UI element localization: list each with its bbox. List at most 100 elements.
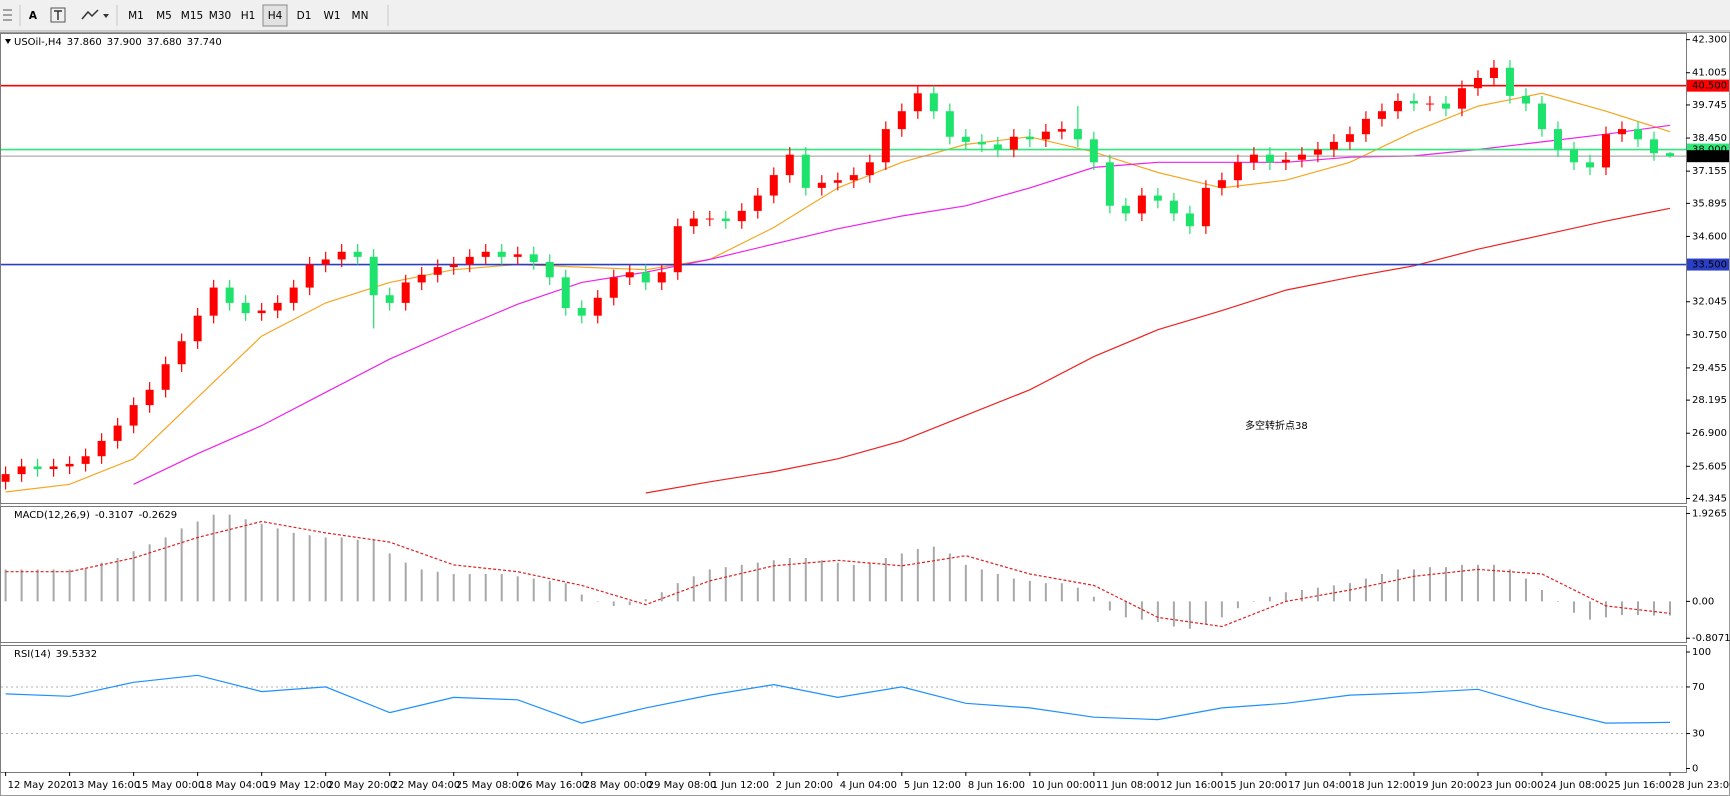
candle-body: [321, 259, 330, 265]
y-tick-label: 28.195: [1692, 395, 1727, 406]
shapes-tool-icon[interactable]: [81, 9, 109, 20]
candle-body: [49, 466, 58, 470]
y-tick-label: 34.600: [1692, 231, 1727, 242]
timeframe-button[interactable]: W1: [323, 10, 340, 22]
candle-body: [609, 277, 618, 298]
candle-body: [289, 287, 298, 303]
timeframe-button[interactable]: D1: [297, 10, 312, 22]
panel-frame: [0, 33, 1687, 504]
candle-body: [705, 218, 714, 220]
macd-bar: [756, 562, 759, 602]
candle-body: [961, 136, 970, 142]
candle-body: [945, 111, 954, 137]
toolbar: A M1 M5 M15 M30 H1 H4 D1 W1 MN: [0, 0, 1730, 32]
macd-bar: [1652, 601, 1655, 616]
macd-bar: [1636, 601, 1639, 616]
candle-body: [801, 154, 810, 188]
candle-body: [1553, 129, 1562, 150]
macd-bar: [1332, 585, 1335, 602]
macd-bar: [1236, 601, 1239, 609]
candle-body: [1, 474, 10, 482]
candle-body: [881, 129, 890, 163]
candle-body: [241, 302, 250, 314]
candle-body: [625, 272, 634, 278]
timeframe-button[interactable]: H1: [241, 10, 256, 22]
candle-body: [1329, 141, 1338, 150]
candle-body: [225, 287, 234, 303]
macd-bar: [1524, 578, 1527, 602]
macd-bar: [68, 569, 71, 602]
candle-body: [737, 210, 746, 222]
candle-body: [1057, 129, 1066, 132]
timeframe-button[interactable]: H4: [268, 10, 283, 22]
candle-body: [385, 295, 394, 303]
price-level-label: 40.500: [1692, 81, 1727, 92]
macd-bar: [596, 601, 599, 602]
candle-body: [433, 267, 442, 275]
candle-body: [865, 162, 874, 176]
indicator-header: MACD(12,26,9) -0.3107 -0.2629: [14, 510, 177, 521]
y-tick-label: 30.750: [1692, 330, 1727, 341]
timeframe-button[interactable]: M1: [128, 10, 144, 22]
y-tick-label: 70: [1692, 682, 1705, 693]
macd-bar: [948, 553, 951, 602]
y-tick-label: 24.345: [1692, 494, 1727, 505]
menu-icon[interactable]: [3, 9, 12, 21]
timeframe-button[interactable]: M30: [209, 10, 231, 22]
macd-bar: [1060, 583, 1063, 602]
candle-body: [721, 218, 730, 222]
x-tick-label: 19 May 12:00: [264, 780, 333, 791]
font-tool[interactable]: A: [29, 10, 38, 22]
macd-bar: [1572, 601, 1575, 613]
macd-bar: [244, 519, 247, 602]
macd-bar: [1508, 569, 1511, 602]
macd-bar: [148, 544, 151, 602]
macd-bar: [884, 558, 887, 602]
candle-body: [1633, 129, 1642, 140]
indicator-value: -0.2629: [139, 510, 178, 521]
candle-body: [17, 466, 26, 475]
x-tick-label: 19 Jun 20:00: [1416, 780, 1480, 791]
macd-bar: [1428, 567, 1431, 602]
candle-body: [1233, 162, 1242, 181]
macd-bar: [1108, 601, 1111, 611]
candle-body: [481, 251, 490, 257]
macd-bar: [916, 548, 919, 602]
macd-bar: [1076, 587, 1079, 602]
price-level-label: 33.500: [1692, 260, 1727, 271]
y-tick-label: 1.9265: [1692, 508, 1727, 519]
macd-bar: [1396, 569, 1399, 602]
macd-bar: [580, 594, 583, 602]
macd-bar: [1604, 601, 1607, 618]
candle-body: [497, 251, 506, 257]
candle-body: [33, 466, 42, 470]
x-tick-label: 10 Jun 00:00: [1032, 780, 1096, 791]
y-tick-label: 29.455: [1692, 363, 1727, 374]
candle-body: [1441, 103, 1450, 109]
macd-bar: [1316, 587, 1319, 602]
x-tick-label: 28 Jun 23:00: [1672, 780, 1730, 791]
x-tick-label: 4 Jun 04:00: [840, 780, 897, 791]
candle-body: [1169, 200, 1178, 214]
text-tool-icon[interactable]: [50, 7, 66, 23]
x-tick-label: 23 Jun 00:00: [1480, 780, 1544, 791]
timeframe-button[interactable]: M15: [181, 10, 203, 22]
macd-bar: [852, 564, 855, 602]
y-tick-label: 26.900: [1692, 428, 1727, 439]
x-tick-label: 29 May 08:00: [648, 780, 717, 791]
macd-bar: [20, 569, 23, 602]
indicator-value: 37.740: [187, 37, 222, 48]
candle-body: [1265, 154, 1274, 163]
macd-bar: [516, 576, 519, 602]
candle-body: [1361, 118, 1370, 135]
timeframe-button[interactable]: M5: [156, 10, 172, 22]
candle-body: [353, 251, 362, 257]
macd-bar: [1268, 596, 1271, 602]
candle-body: [1201, 187, 1210, 227]
macd-bar: [820, 560, 823, 602]
indicator-name: RSI(14): [14, 649, 51, 660]
macd-bar: [388, 553, 391, 602]
timeframe-button[interactable]: MN: [352, 10, 369, 22]
x-tick-label: 17 Jun 04:00: [1288, 780, 1352, 791]
